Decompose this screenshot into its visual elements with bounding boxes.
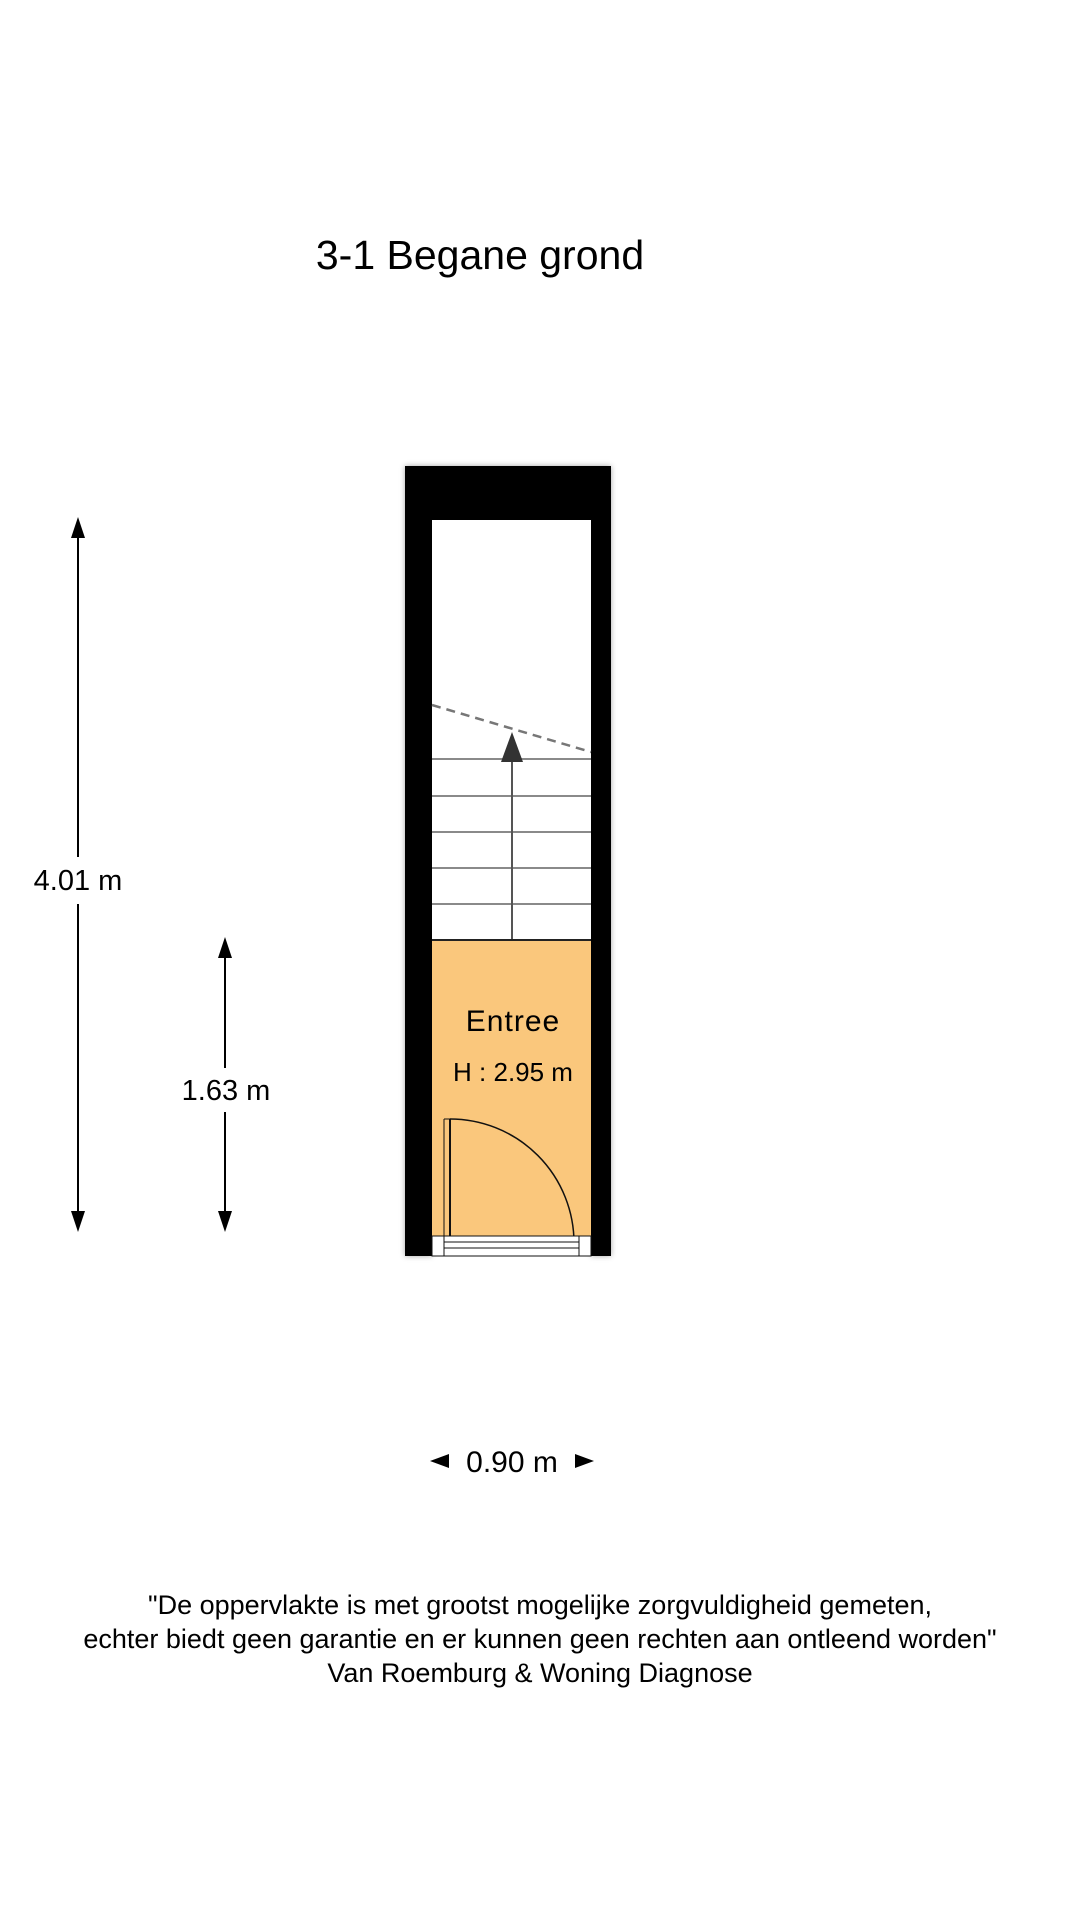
disclaimer-company: Van Roemburg & Woning Diagnose: [0, 1656, 1080, 1690]
arrow-up-icon: [218, 937, 232, 958]
dimension-label-width: 0.90 m: [466, 1446, 558, 1479]
room-name: Entree: [466, 1005, 560, 1038]
wall-top: [405, 466, 611, 520]
disclaimer-line-2: echter biedt geen garantie en er kunnen …: [0, 1622, 1080, 1656]
arrow-down-icon: [71, 1211, 85, 1232]
arrow-down-icon: [218, 1211, 232, 1232]
arrow-up-icon: [71, 517, 85, 538]
room-height: H : 2.95 m: [453, 1057, 573, 1087]
door-threshold: [432, 1236, 591, 1256]
dimension-label-entrance: 1.63 m: [182, 1075, 271, 1107]
dimension-entrance-length: 1.63 m: [182, 937, 271, 1232]
wall-right: [591, 466, 611, 1256]
disclaimer: "De oppervlakte is met grootst mogelijke…: [0, 1588, 1080, 1690]
entree-floor: [432, 940, 591, 1236]
dimension-width: 0.90 m: [430, 1446, 594, 1479]
arrow-left-icon: [430, 1454, 449, 1468]
dimension-label-total: 4.01 m: [34, 865, 123, 897]
arrow-right-icon: [575, 1454, 594, 1468]
wall-left: [405, 466, 432, 1256]
disclaimer-line-1: "De oppervlakte is met grootst mogelijke…: [0, 1588, 1080, 1622]
dimension-total-length: 4.01 m: [34, 517, 123, 1232]
